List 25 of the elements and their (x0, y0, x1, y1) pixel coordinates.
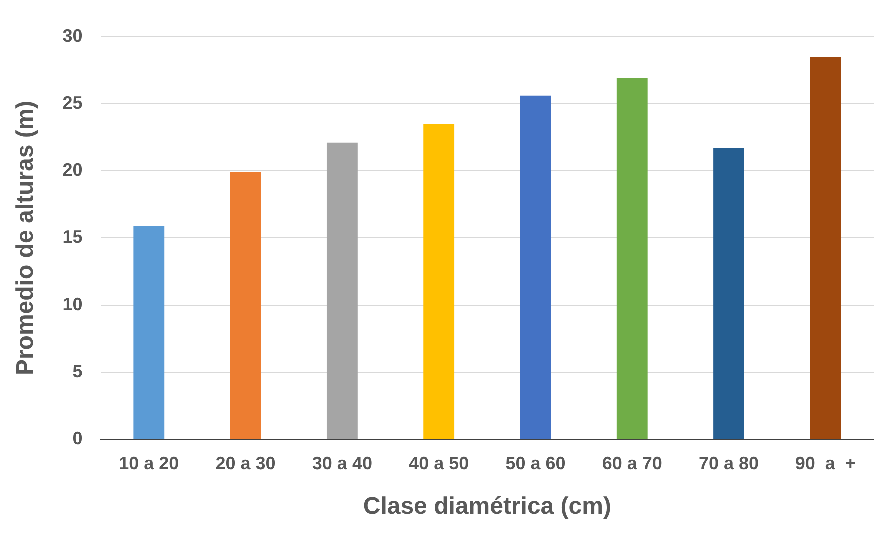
x-tick-label: 40 a 50 (409, 453, 470, 474)
y-tick-label: 0 (72, 428, 83, 449)
x-tick-label: 60 a 70 (602, 453, 662, 474)
y-tick-label: 25 (62, 92, 83, 113)
x-tick-label: 50 a 60 (506, 453, 566, 474)
x-tick-label: 30 a 40 (312, 453, 372, 474)
x-tick-label: 70 a 80 (699, 453, 760, 474)
bar (326, 142, 358, 440)
bar (230, 172, 262, 440)
bar (714, 148, 744, 440)
bar (520, 96, 552, 440)
x-tick-label: 10 a 20 (119, 453, 180, 474)
y-tick-label: 20 (62, 160, 83, 180)
y-tick-label: 30 (62, 26, 83, 46)
y-tick-label: 5 (72, 361, 83, 382)
bar (616, 78, 648, 440)
y-tick-label: 10 (62, 294, 83, 314)
bar (134, 226, 165, 440)
x-tick-label: 90 a + (795, 453, 856, 474)
x-axis-title: Clase diamétrica (cm) (363, 493, 612, 520)
x-tick-label: 20 a 30 (216, 453, 276, 474)
bar (810, 56, 842, 440)
bar (424, 124, 455, 440)
y-axis-title: Promedio de alturas (m) (12, 100, 40, 376)
y-tick-label: 15 (62, 227, 83, 248)
